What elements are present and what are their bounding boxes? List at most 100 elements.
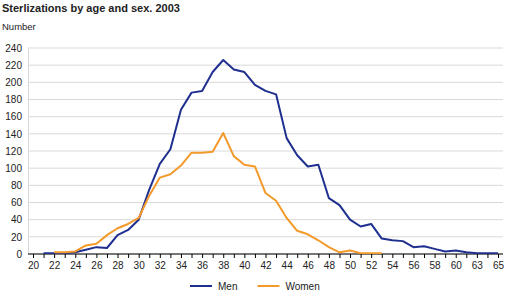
- x-tick: [234, 254, 235, 258]
- x-tick-mark: [445, 254, 446, 258]
- x-tick-mark: [424, 254, 425, 258]
- x-tick-mark: [339, 254, 340, 258]
- x-tick-mark: [54, 254, 55, 258]
- y-tick-label: 40: [11, 214, 23, 225]
- x-tick: 50: [345, 254, 357, 271]
- series-line: [44, 60, 498, 253]
- x-tick-mark: [107, 254, 108, 258]
- legend-item: Women: [257, 281, 319, 292]
- x-tick-label: 44: [282, 260, 294, 271]
- x-tick: 52: [366, 254, 378, 271]
- x-tick: [44, 254, 45, 258]
- x-tick: 34: [176, 254, 188, 271]
- x-tick-mark: [487, 254, 488, 258]
- y-tick: 240: [5, 43, 28, 54]
- y-axis-line: [28, 49, 29, 255]
- x-tick: 54: [387, 254, 399, 271]
- x-tick-label: 28: [112, 260, 124, 271]
- y-label: Number: [2, 21, 36, 32]
- x-tick-mark: [276, 254, 277, 258]
- series-line: [54, 133, 382, 253]
- x-tick-label: 20: [28, 260, 40, 271]
- y-tick: 80: [11, 180, 28, 191]
- grid-line: [28, 185, 503, 186]
- x-tick: 22: [49, 254, 61, 271]
- grid-line: [28, 99, 503, 100]
- x-tick: [445, 254, 446, 258]
- x-tick-mark: [234, 254, 235, 258]
- grid-line: [28, 82, 503, 83]
- x-tick-mark: [498, 254, 499, 258]
- x-tick: [318, 254, 319, 258]
- x-tick-mark: [266, 254, 267, 258]
- x-tick: 46: [303, 254, 315, 271]
- x-tick: [128, 254, 129, 258]
- x-tick: 42: [260, 254, 272, 271]
- y-axis: 020406080100120140160180200220240: [5, 43, 28, 260]
- x-tick-mark: [75, 254, 76, 258]
- x-tick-label: 30: [134, 260, 146, 271]
- legend-label: Women: [285, 281, 319, 292]
- y-tick-label: 0: [16, 249, 22, 260]
- x-tick-mark: [287, 254, 288, 258]
- x-tick: [297, 254, 298, 258]
- title: Sterlizations by age and sex. 2003: [2, 2, 180, 14]
- x-tick-label: 34: [176, 260, 188, 271]
- x-tick-mark: [255, 254, 256, 258]
- y-tick: 160: [5, 111, 28, 122]
- x-tick-mark: [361, 254, 362, 258]
- x-tick: [255, 254, 256, 258]
- x-tick-label: 50: [345, 260, 357, 271]
- y-tick: 60: [11, 197, 28, 208]
- x-tick-mark: [160, 254, 161, 258]
- x-tick: [86, 254, 87, 258]
- x-tick: [276, 254, 277, 258]
- y-tick-label: 60: [11, 197, 23, 208]
- chart: Sterlizations by age and sex. 2003 Number…: [0, 0, 508, 295]
- legend-swatch: [257, 285, 279, 287]
- plot-area: [44, 60, 498, 253]
- x-tick-mark: [192, 254, 193, 258]
- y-tick: 140: [5, 129, 28, 140]
- legend-label: Men: [218, 281, 237, 292]
- x-tick-mark: [308, 254, 309, 258]
- y-tick-label: 20: [11, 232, 23, 243]
- x-tick-label: 65: [493, 260, 505, 271]
- x-tick: 40: [239, 254, 251, 271]
- x-tick-mark: [318, 254, 319, 258]
- x-tick-label: 63: [472, 260, 484, 271]
- y-tick-label: 120: [5, 146, 22, 157]
- y-tick-label: 140: [5, 129, 22, 140]
- x-tick: [361, 254, 362, 258]
- y-tick-label: 240: [5, 43, 22, 54]
- grid-line: [28, 116, 503, 117]
- x-tick: [149, 254, 150, 258]
- y-tick: 40: [11, 214, 28, 225]
- y-tick: 100: [5, 163, 28, 174]
- x-tick-mark: [435, 254, 436, 258]
- x-tick-mark: [33, 254, 34, 258]
- x-tick-label: 56: [408, 260, 420, 271]
- x-tick: 60: [451, 254, 463, 271]
- grid-line: [28, 236, 503, 237]
- grid: [28, 48, 503, 254]
- x-tick-mark: [382, 254, 383, 258]
- y-tick: 180: [5, 94, 28, 105]
- grid-line: [28, 202, 503, 203]
- x-tick: 36: [197, 254, 209, 271]
- x-tick-mark: [413, 254, 414, 258]
- y-tick-label: 180: [5, 94, 22, 105]
- x-tick-label: 58: [430, 260, 442, 271]
- legend-item: Men: [190, 281, 237, 292]
- y-tick-label: 80: [11, 180, 23, 191]
- x-tick-mark: [149, 254, 150, 258]
- x-tick-mark: [244, 254, 245, 258]
- x-tick-mark: [139, 254, 140, 258]
- grid-line: [28, 219, 503, 220]
- x-tick-label: 26: [91, 260, 103, 271]
- x-tick: 30: [134, 254, 146, 271]
- grid-line: [28, 151, 503, 152]
- y-tick: 20: [11, 232, 28, 243]
- y-tick: 220: [5, 60, 28, 71]
- x-tick: 65: [493, 254, 505, 271]
